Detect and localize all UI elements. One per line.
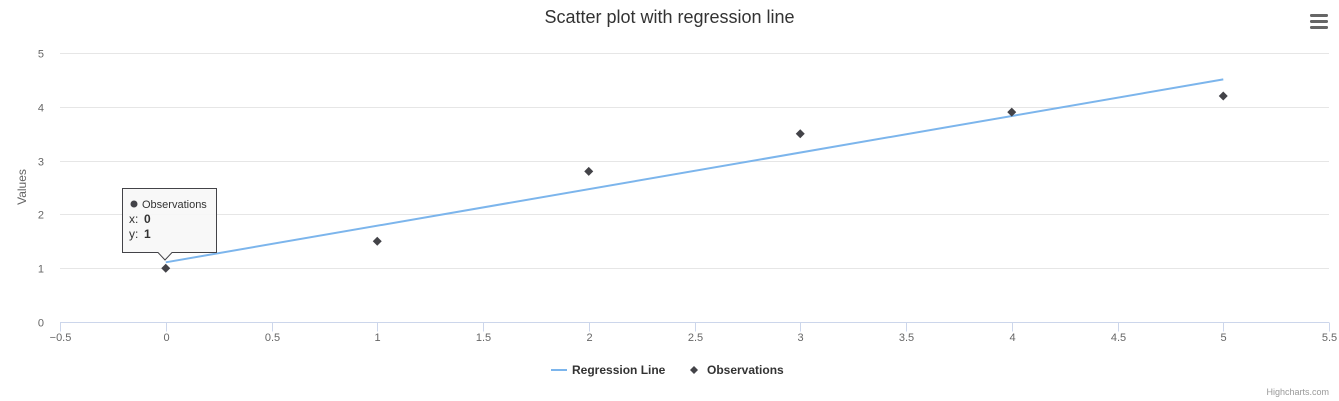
- regression-line[interactable]: [165, 78, 1224, 264]
- observation-point[interactable]: [161, 263, 171, 273]
- y-axis: 0 1 2 3 4 5: [38, 49, 44, 330]
- y-tick-label: 5: [38, 49, 44, 61]
- y-tick-label: 0: [38, 318, 44, 330]
- legend-item-observations[interactable]: Observations: [690, 363, 784, 377]
- credits-link[interactable]: Highcharts.com: [1266, 387, 1329, 397]
- observation-point[interactable]: [372, 236, 382, 246]
- observation-point[interactable]: [795, 129, 805, 139]
- x-tick-label: 3: [797, 332, 803, 344]
- x-tick-label: 4: [1009, 332, 1015, 344]
- x-axis: −0.5 0 0.5 1 1.5 2 2.5 3 3.5 4 4.5 5 5.5: [50, 322, 1337, 344]
- y-tick-label: 4: [38, 103, 44, 115]
- x-tick-label: 4.5: [1111, 332, 1126, 344]
- tooltip-y-value: 1: [144, 227, 151, 241]
- hamburger-menu-icon: [1310, 14, 1328, 29]
- legend-label: Regression Line: [572, 363, 666, 377]
- y-tick-label: 3: [38, 157, 44, 169]
- tooltip-series-marker: [130, 200, 138, 208]
- x-tick-label: −0.5: [50, 332, 72, 344]
- x-tick-label: 5.5: [1322, 332, 1337, 344]
- x-tick-label: 1.5: [476, 332, 491, 344]
- observation-point[interactable]: [1218, 91, 1228, 101]
- legend-item-regression-line[interactable]: Regression Line: [551, 363, 666, 377]
- tooltip-y-label: y:: [129, 227, 138, 241]
- legend-diamond-symbol: [690, 366, 698, 374]
- x-tick-label: 0.5: [265, 332, 280, 344]
- observation-point[interactable]: [584, 166, 594, 176]
- legend: Regression Line Observations: [551, 363, 784, 377]
- tooltip-box: [122, 188, 217, 261]
- x-tick-label: 1: [374, 332, 380, 344]
- y-gridlines: [60, 53, 1329, 269]
- legend-label: Observations: [707, 363, 784, 377]
- tooltip-x-value: 0: [144, 212, 151, 226]
- y-axis-title: Values: [15, 169, 29, 205]
- plot-series: [161, 78, 1228, 273]
- y-tick-label: 1: [38, 264, 44, 276]
- x-tick-label: 3.5: [899, 332, 914, 344]
- x-tick-label: 0: [163, 332, 169, 344]
- x-tick-label: 2.5: [688, 332, 703, 344]
- tooltip-x-label: x:: [129, 212, 138, 226]
- x-tick-label: 5: [1220, 332, 1226, 344]
- y-tick-label: 2: [38, 210, 44, 222]
- tooltip: Observations x: 0 y: 1: [122, 188, 217, 261]
- tooltip-series-name: Observations: [142, 199, 207, 211]
- menu-button[interactable]: [1304, 8, 1334, 34]
- x-tick-label: 2: [586, 332, 592, 344]
- chart-title: Scatter plot with regression line: [544, 7, 794, 27]
- observation-point[interactable]: [1007, 107, 1017, 117]
